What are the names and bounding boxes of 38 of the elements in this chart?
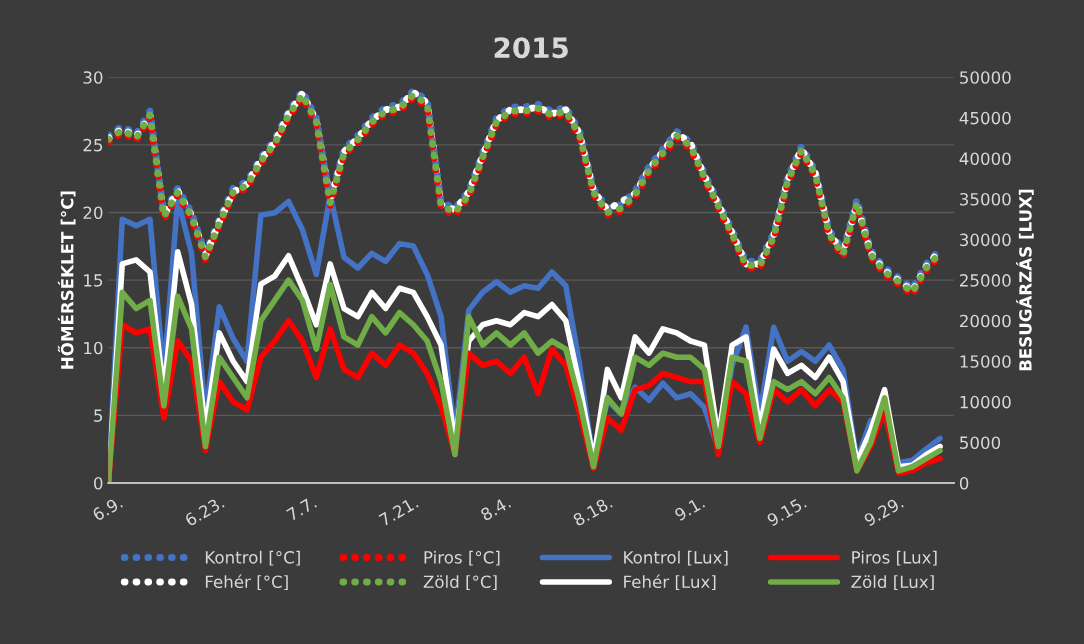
- y2-tick-label: 5000: [960, 436, 1001, 449]
- x-tick-label: 8.4.: [479, 495, 512, 522]
- y2-tick-label: 50000: [960, 71, 1011, 84]
- legend-label: Piros [Lux]: [852, 550, 937, 566]
- y-tick-label: 20: [83, 206, 103, 220]
- y-tick-label: 5: [94, 409, 103, 422]
- y2-tick-label: 30000: [960, 233, 1011, 247]
- legend-label: Kontrol [°C]: [205, 550, 300, 566]
- y-axis-title: HŐMÉRSÉKLET [°C]: [57, 191, 76, 369]
- legend-label: Zöld [°C]: [423, 575, 497, 591]
- y2-tick-label: 15000: [960, 355, 1011, 368]
- y2-tick-label: 40000: [959, 152, 1011, 165]
- legend-label: Piros [°C]: [424, 550, 500, 566]
- x-tick-label: 6.23.: [184, 495, 225, 527]
- y2-tick-label: 0: [959, 476, 969, 490]
- x-tick-label: 7.7.: [286, 496, 317, 521]
- x-tick-label: 8.18.: [572, 495, 613, 527]
- y-tick-label: 25: [83, 138, 103, 152]
- x-tick-label: 9.29.: [863, 495, 904, 527]
- legend-label: Fehér [Lux]: [624, 574, 716, 591]
- x-tick-label: 6.9.: [91, 495, 124, 522]
- x-tick-label: 7.21.: [378, 495, 419, 527]
- y2-tick-label: 35000: [960, 192, 1011, 206]
- y-tick-label: 15: [84, 274, 103, 287]
- y2-tick-label: 25000: [960, 274, 1011, 287]
- y-tick-label: 30: [83, 71, 103, 84]
- y2-tick-label: 45000: [959, 111, 1011, 125]
- y-tick-label: 0: [94, 476, 103, 490]
- chart-title: 2015: [494, 37, 568, 59]
- y2-tick-label: 20000: [960, 314, 1011, 328]
- y-tick-label: 10: [84, 341, 103, 355]
- legend-label: Kontrol [Lux]: [624, 550, 728, 566]
- x-tick-label: 9.15.: [766, 495, 807, 527]
- x-tick-label: 9.1.: [673, 495, 706, 522]
- y2-axis-title: BESUGÁRZÁS [LUX]: [1016, 189, 1034, 371]
- legend-label: Fehér [°C]: [205, 574, 288, 591]
- legend-label: Zöld [Lux]: [851, 575, 934, 591]
- y2-tick-label: 10000: [960, 395, 1011, 409]
